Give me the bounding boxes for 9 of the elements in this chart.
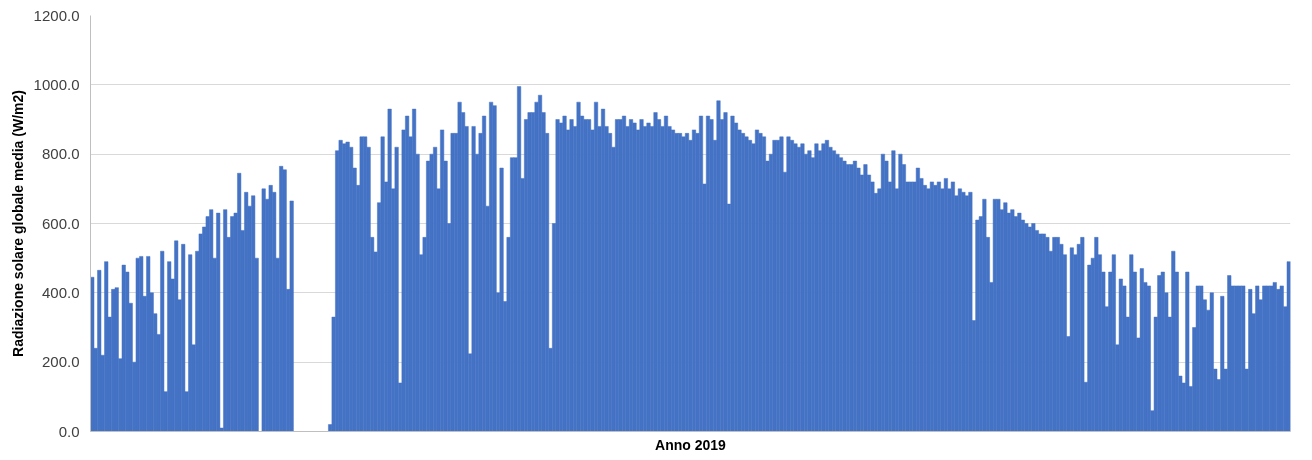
y-tick-label: 1000.0 [33, 75, 80, 93]
y-axis-title: Radiazione solare globale media (W/m2) [9, 90, 26, 357]
y-tick-label: 1200.0 [33, 6, 80, 24]
y-tick-label: 800.0 [41, 145, 80, 163]
y-tick-label: 600.0 [41, 214, 80, 232]
x-axis-title: Anno 2019 [655, 436, 727, 453]
y-tick-label: 0.0 [58, 422, 80, 440]
y-tick-label: 400.0 [41, 283, 80, 301]
y-tick-label: 200.0 [41, 353, 80, 371]
